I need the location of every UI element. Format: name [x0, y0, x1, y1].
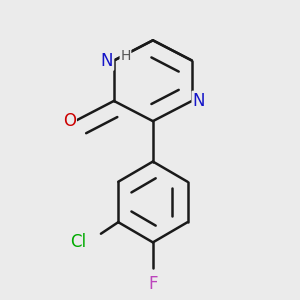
- Text: F: F: [148, 275, 158, 293]
- Text: H: H: [120, 49, 131, 63]
- Text: O: O: [63, 112, 76, 130]
- Text: N: N: [100, 52, 113, 70]
- Text: Cl: Cl: [70, 233, 86, 251]
- Text: N: N: [193, 92, 205, 110]
